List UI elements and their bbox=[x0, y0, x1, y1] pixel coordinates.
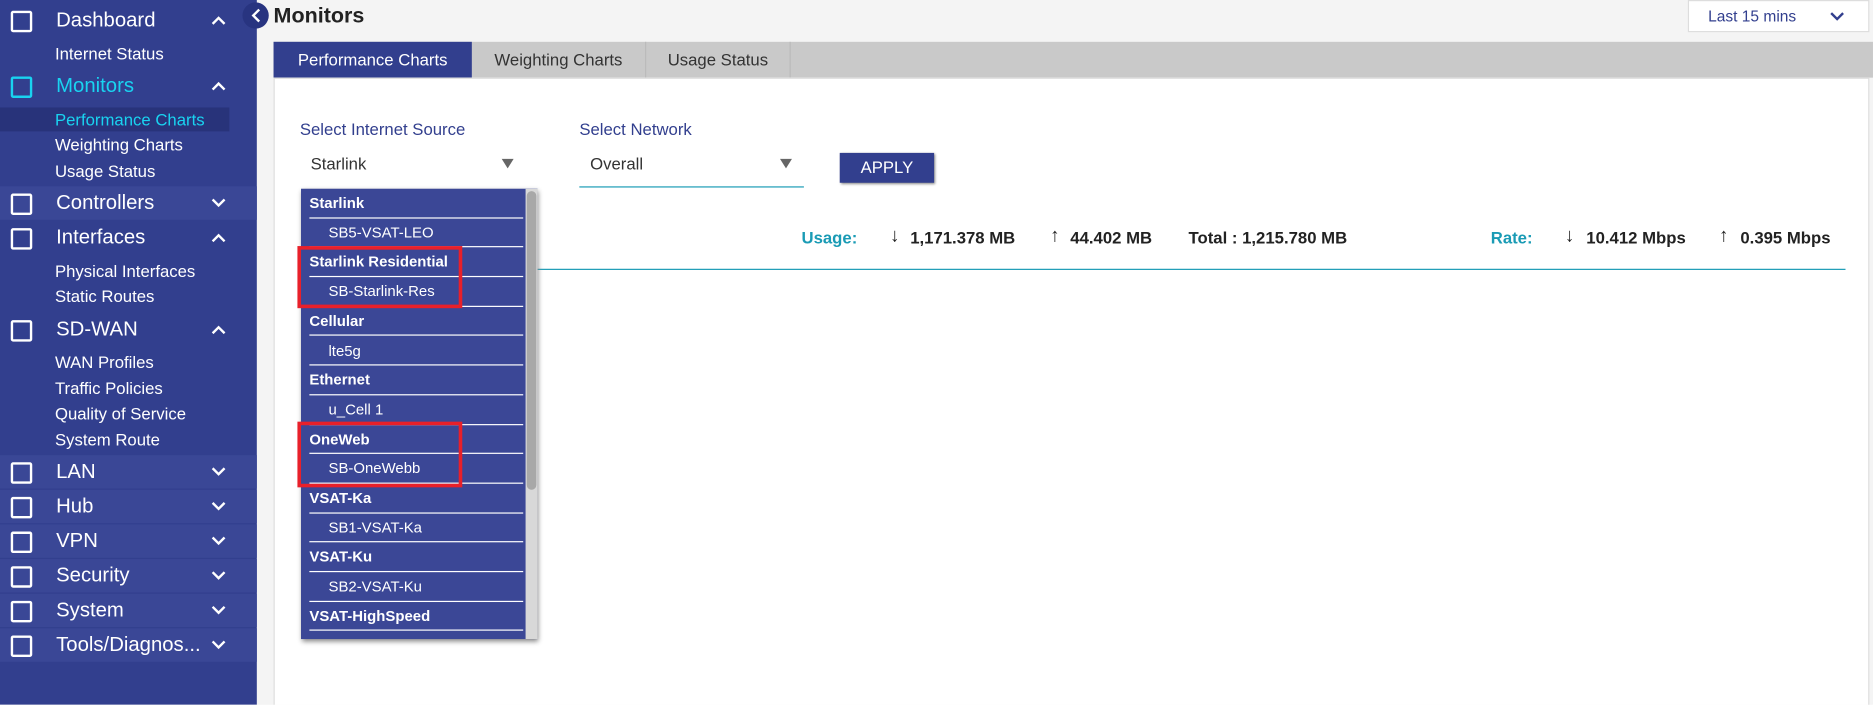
dropdown-option[interactable]: u_Cell 1 bbox=[309, 395, 523, 424]
chevron[interactable] bbox=[1830, 12, 1844, 22]
rate-up: 0.395 Mbps bbox=[1740, 228, 1830, 247]
dropdown-group: Cellular bbox=[309, 307, 523, 336]
chevron-path bbox=[253, 10, 259, 22]
dropdown-option-text: u_Cell 1 bbox=[328, 395, 383, 424]
highlight-box bbox=[297, 246, 462, 308]
dropdown-option-text: SB5-VSAT-LEO bbox=[328, 218, 433, 247]
dropdown-group: VSAT-Ka bbox=[309, 484, 523, 513]
page-title: Monitors bbox=[274, 2, 365, 28]
tab[interactable]: Usage Status bbox=[646, 42, 791, 78]
arrow-icon: ↓ bbox=[890, 227, 900, 246]
dropdown-option[interactable]: lte5g bbox=[309, 336, 523, 365]
dropdown-option-text: SB2-VSAT-Ku bbox=[328, 572, 422, 601]
chevron[interactable] bbox=[251, 8, 261, 22]
dropdown-group: VSAT-Ku bbox=[309, 543, 523, 572]
source-label: Select Internet Source bbox=[300, 119, 465, 138]
dropdown-group: VSAT-HighSpeed bbox=[309, 602, 523, 631]
arrow-icon: ↑ bbox=[1719, 227, 1729, 246]
chevron-path bbox=[1831, 13, 1843, 19]
dropdown-option[interactable]: SB1-VSAT-Ka bbox=[309, 513, 523, 542]
dropdown-group: Starlink bbox=[309, 189, 523, 218]
arrow-icon: ↑ bbox=[1050, 227, 1060, 246]
source-select[interactable]: Starlink bbox=[311, 154, 367, 173]
time-range[interactable]: Last 15 mins bbox=[1688, 0, 1870, 32]
dropdown-group-text: Starlink bbox=[309, 189, 364, 218]
rate-label: Rate: bbox=[1491, 228, 1533, 247]
usage-down: 1,171.378 MB bbox=[910, 228, 1015, 247]
select-arrow bbox=[780, 159, 792, 169]
rate-down: 10.412 Mbps bbox=[1586, 228, 1685, 247]
tab[interactable]: Weighting Charts bbox=[472, 42, 646, 78]
dropdown-option-text: lte5g bbox=[328, 336, 360, 365]
tab[interactable]: Performance Charts bbox=[274, 42, 472, 78]
dropdown-option-text: SB1-VSAT-Ka bbox=[328, 513, 422, 542]
dropdown-option[interactable]: SB2-VSAT-Ku bbox=[309, 572, 523, 601]
usage-up: 44.402 MB bbox=[1070, 228, 1152, 247]
dropdown-group-text: Cellular bbox=[309, 307, 364, 336]
dropdown-group-text: VSAT-HighSpeed bbox=[309, 602, 430, 631]
network-select[interactable]: Overall bbox=[590, 154, 643, 173]
network-label: Select Network bbox=[579, 119, 691, 138]
arrow-icon: ↓ bbox=[1565, 227, 1575, 246]
highlight-box bbox=[297, 422, 462, 488]
dropdown-group-text: VSAT-Ku bbox=[309, 543, 372, 572]
usage-label: Usage: bbox=[802, 228, 858, 247]
usage-total: Total : 1,215.780 MB bbox=[1189, 228, 1348, 247]
apply-button[interactable]: APPLY bbox=[840, 153, 934, 183]
scrollbar-thumb bbox=[527, 191, 537, 490]
dropdown-option[interactable]: SB5-VSAT-LEO bbox=[309, 218, 523, 247]
dropdown-group: Ethernet bbox=[309, 366, 523, 395]
select-underline bbox=[579, 186, 804, 187]
dropdown-group-text: VSAT-Ka bbox=[309, 484, 371, 513]
select-arrow bbox=[502, 159, 514, 169]
collapse-button[interactable] bbox=[242, 2, 268, 28]
dropdown-group-text: Ethernet bbox=[309, 366, 370, 395]
time-range-label: Last 15 mins bbox=[1708, 7, 1796, 26]
